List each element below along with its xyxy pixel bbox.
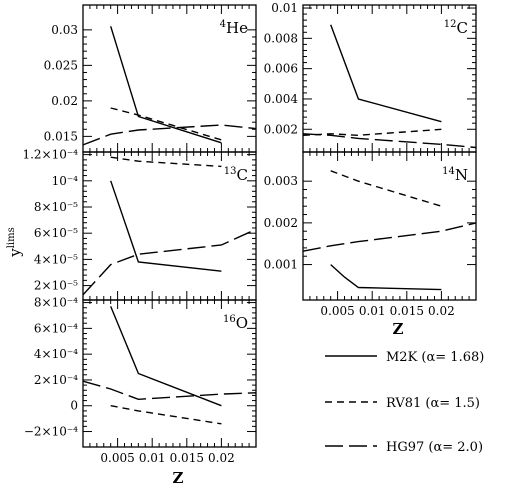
series-line-m2k (330, 264, 442, 291)
series-line-hg97 (302, 222, 477, 252)
panel-label-base: C (457, 19, 468, 37)
series-line-hg97 (82, 124, 257, 146)
y-tick-label: 0.03 (51, 23, 78, 37)
x-axis-label-right: Z (393, 320, 404, 338)
series-line-rv81 (330, 170, 442, 207)
panel-label-sup: 13 (224, 166, 237, 177)
panel-label: 4He (220, 19, 248, 37)
panel-c12: 0.002 0.004 0.006 0.008 0.01 12C (264, 1, 477, 153)
x-axis-label-left: Z (173, 469, 184, 487)
panel-label-sup: 16 (223, 314, 236, 325)
panel-label-base: O (236, 314, 248, 332)
panel-frame (302, 151, 477, 301)
panel-he4: 0.015 0.02 0.025 0.03 4He (44, 4, 257, 153)
legend: M2K (α= 1.68) RV81 (α= 1.5) HG97 (α= 2.0) (325, 350, 484, 455)
y-tick-label: 8×10⁻⁵ (34, 200, 78, 214)
series-line-rv81 (110, 156, 222, 168)
legend-label-rv81: RV81 (α= 1.5) (386, 396, 480, 411)
panel-label-base: He (226, 19, 248, 37)
legend-label-hg97: HG97 (α= 2.0) (386, 440, 483, 455)
y-tick-label: 1.2×10⁻⁴ (22, 148, 78, 162)
y-tick-label: 2×10⁻⁴ (34, 373, 78, 387)
x-tick-label: 0.015 (170, 451, 204, 465)
series-line-rv81 (110, 107, 222, 141)
series-line-hg97 (82, 380, 257, 401)
x-tick-label: 0.005 (320, 304, 354, 318)
x-tick-label: 0.02 (428, 304, 455, 318)
series-line-m2k (110, 180, 222, 272)
y-tick-label: 0.01 (271, 1, 298, 15)
series-line-hg97 (302, 133, 477, 149)
x-tick-label: 0.015 (390, 304, 424, 318)
x-tick-label: 0.01 (139, 451, 166, 465)
y-tick-label: 0.006 (264, 62, 298, 76)
y-tick-label: 0.008 (264, 31, 298, 45)
panel-frame (82, 299, 257, 448)
y-tick-label: 0.003 (264, 174, 298, 188)
x-tick-label: 0.02 (208, 451, 235, 465)
panel-o16: −2×10⁻⁴ 0 2×10⁻⁴ 4×10⁻⁴ 6×10⁻⁴ 8×10⁻⁴ 16O 0.005… (24, 296, 257, 465)
series-line-m2k (330, 24, 442, 123)
series-line-m2k (110, 306, 222, 407)
y-tick-label: 10⁻⁴ (52, 174, 79, 188)
y-tick-label: 0.001 (264, 258, 298, 272)
x-tick-label: 0.005 (100, 451, 134, 465)
panel-label: 14N (442, 166, 468, 184)
series-line-hg97 (82, 228, 257, 296)
panel-label-base: N (455, 166, 468, 184)
y-tick-label: 4×10⁻⁴ (34, 347, 78, 361)
y-axis-label-base: y (6, 248, 24, 258)
legend-label-m2k: M2K (α= 1.68) (386, 350, 484, 365)
panel-label-sup: 14 (442, 166, 455, 177)
y-axis-label-sup: lims (6, 227, 17, 248)
panel-label: 12C (444, 19, 468, 37)
panel-label: 16O (223, 314, 248, 332)
y-axis-label: ylims (6, 227, 24, 258)
y-tick-label: 0.002 (264, 122, 298, 136)
panel-label: 13C (224, 166, 248, 184)
y-tick-label: 4×10⁻⁵ (34, 252, 78, 266)
x-tick-label: 0.01 (359, 304, 386, 318)
series-line-m2k (110, 26, 222, 144)
y-tick-label: 0.02 (51, 94, 78, 108)
series-line-rv81 (110, 405, 222, 425)
y-tick-label: −2×10⁻⁴ (24, 425, 78, 439)
y-tick-label: 0.015 (44, 129, 78, 143)
y-tick-label: 0 (70, 399, 78, 413)
panel-label-sup: 12 (444, 19, 457, 30)
y-tick-label: 2×10⁻⁵ (34, 279, 78, 293)
series-line-rv81 (302, 128, 442, 137)
y-tick-label: 0.004 (264, 92, 299, 106)
panel-n14: 0.001 0.002 0.003 14N 0.005 0.01 0.015 0.02 (264, 151, 477, 318)
panel-c13: 2×10⁻⁵ 4×10⁻⁵ 6×10⁻⁵ 8×10⁻⁵ 10⁻⁴ 1.2×10⁻⁴ 13C (22, 148, 257, 301)
panel-label-base: C (237, 166, 248, 184)
y-tick-label: 6×10⁻⁴ (34, 321, 78, 335)
y-tick-label: 6×10⁻⁵ (34, 226, 78, 240)
y-tick-label: 8×10⁻⁴ (34, 296, 78, 310)
panel-label-sup: 4 (220, 19, 226, 30)
y-tick-label: 0.002 (264, 216, 298, 230)
y-tick-label: 0.025 (44, 58, 78, 72)
